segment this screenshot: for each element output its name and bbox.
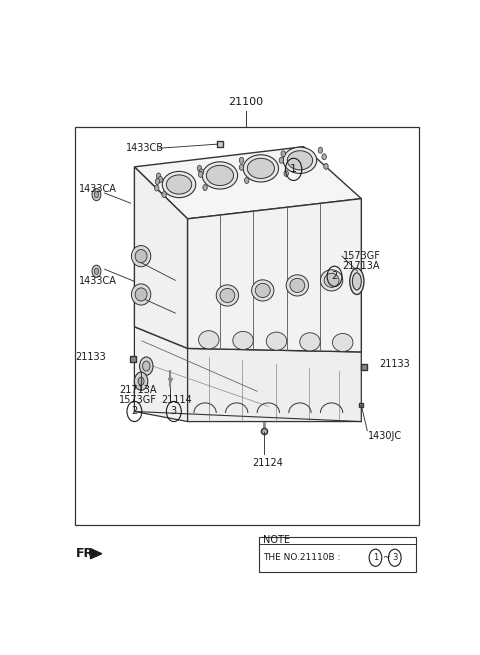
Bar <box>75 126 419 525</box>
Ellipse shape <box>202 162 238 189</box>
Circle shape <box>318 147 323 153</box>
Circle shape <box>92 189 101 200</box>
Circle shape <box>324 163 328 170</box>
Circle shape <box>92 265 101 277</box>
Circle shape <box>143 361 150 371</box>
Polygon shape <box>188 348 361 422</box>
Ellipse shape <box>135 288 147 301</box>
Text: 1430JC: 1430JC <box>368 431 402 441</box>
Ellipse shape <box>266 332 287 350</box>
Circle shape <box>322 154 326 160</box>
Ellipse shape <box>290 278 305 292</box>
Circle shape <box>240 157 244 163</box>
Circle shape <box>284 170 288 176</box>
Circle shape <box>199 169 204 175</box>
Polygon shape <box>134 147 361 219</box>
Text: 21133: 21133 <box>379 358 410 369</box>
Text: ~: ~ <box>382 553 390 562</box>
Text: 21100: 21100 <box>228 98 264 107</box>
Bar <box>259 536 416 572</box>
Circle shape <box>198 172 203 178</box>
Ellipse shape <box>350 269 364 295</box>
Polygon shape <box>188 198 361 352</box>
Ellipse shape <box>199 331 219 349</box>
Text: 1: 1 <box>373 553 378 562</box>
Ellipse shape <box>252 280 274 301</box>
Ellipse shape <box>206 165 234 185</box>
Ellipse shape <box>352 272 361 290</box>
Ellipse shape <box>220 288 235 303</box>
Text: 2: 2 <box>331 271 337 281</box>
Ellipse shape <box>286 275 309 296</box>
Polygon shape <box>134 327 188 422</box>
Circle shape <box>244 178 249 183</box>
Text: 1573GF: 1573GF <box>343 251 381 261</box>
Ellipse shape <box>132 246 151 267</box>
Ellipse shape <box>324 273 339 288</box>
Ellipse shape <box>300 333 320 351</box>
Circle shape <box>279 157 284 163</box>
Text: 1433CA: 1433CA <box>79 183 117 193</box>
Text: 3: 3 <box>392 553 397 562</box>
Ellipse shape <box>132 284 151 305</box>
Ellipse shape <box>333 333 353 352</box>
Circle shape <box>94 269 99 274</box>
Text: 1: 1 <box>290 164 297 174</box>
Ellipse shape <box>135 250 147 263</box>
Text: 1573GF: 1573GF <box>119 396 156 405</box>
Text: 1433CB: 1433CB <box>126 143 164 153</box>
Polygon shape <box>134 167 188 348</box>
Text: 1433CA: 1433CA <box>79 276 117 286</box>
Circle shape <box>138 377 144 385</box>
Text: 21133: 21133 <box>76 352 107 362</box>
Text: 2: 2 <box>131 407 138 417</box>
Ellipse shape <box>288 151 312 170</box>
Circle shape <box>203 185 207 191</box>
Circle shape <box>155 185 159 191</box>
Circle shape <box>162 191 167 198</box>
Ellipse shape <box>216 285 239 306</box>
Text: 3: 3 <box>171 407 177 417</box>
Polygon shape <box>91 549 102 559</box>
Text: THE NO.21110B :: THE NO.21110B : <box>264 553 344 562</box>
Ellipse shape <box>162 172 196 198</box>
Text: 21124: 21124 <box>252 458 283 468</box>
Circle shape <box>94 191 99 198</box>
Text: FR.: FR. <box>76 547 99 560</box>
Ellipse shape <box>255 284 270 297</box>
Circle shape <box>158 176 163 183</box>
Circle shape <box>156 173 161 179</box>
Text: NOTE: NOTE <box>264 535 290 545</box>
Ellipse shape <box>247 159 275 178</box>
Circle shape <box>140 357 153 375</box>
Circle shape <box>134 372 148 390</box>
Text: 21114: 21114 <box>161 396 192 405</box>
Circle shape <box>240 164 244 170</box>
Text: 21713A: 21713A <box>343 261 380 271</box>
Ellipse shape <box>321 270 343 291</box>
Ellipse shape <box>233 331 253 350</box>
Ellipse shape <box>167 175 192 194</box>
Ellipse shape <box>243 155 278 182</box>
Circle shape <box>155 178 160 185</box>
Ellipse shape <box>283 147 317 174</box>
Circle shape <box>281 151 286 157</box>
Text: 21713A: 21713A <box>119 385 156 395</box>
Circle shape <box>197 165 202 172</box>
